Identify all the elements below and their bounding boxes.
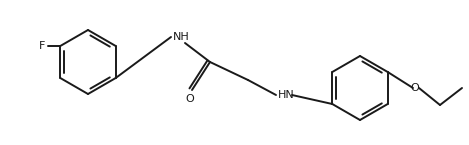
Text: NH: NH <box>173 32 190 42</box>
Text: O: O <box>186 94 194 104</box>
Text: HN: HN <box>278 90 295 100</box>
Text: O: O <box>411 83 419 93</box>
Text: F: F <box>39 41 45 51</box>
